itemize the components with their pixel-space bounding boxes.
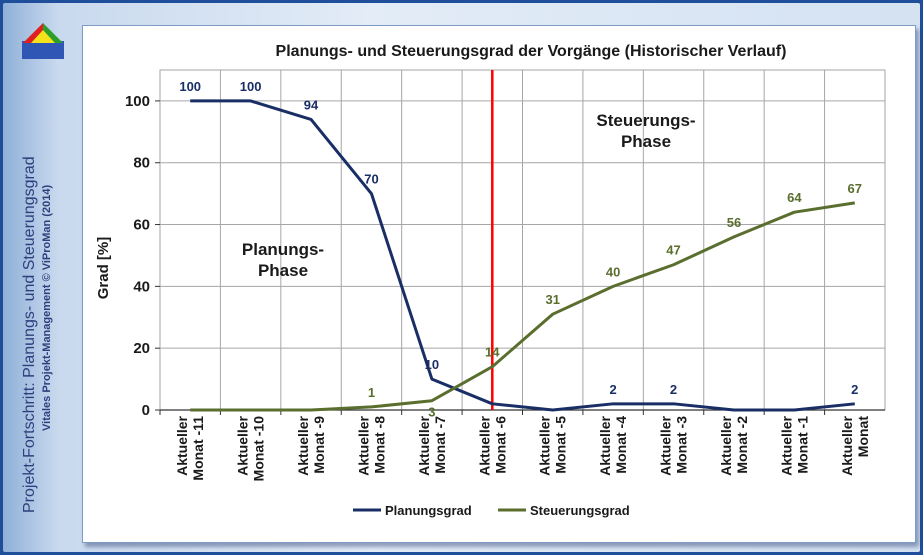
data-label-planungsgrad: 100 — [240, 79, 262, 94]
planungs-phase-label: Planungs-Phase — [242, 240, 324, 280]
data-label-steuerungsgrad: 31 — [545, 292, 559, 307]
chart-panel: Planungs- und Steuerungsgrad der Vorgäng… — [82, 25, 916, 543]
y-axis-label: Grad [%] — [95, 237, 112, 300]
x-tick-label: AktuellerMonat -6 — [476, 415, 508, 475]
x-tick-label: AktuellerMonat -11 — [174, 415, 206, 480]
x-tick-label: AktuellerMonat -7 — [416, 415, 448, 475]
legend: Planungsgrad Steuerungsgrad — [353, 503, 630, 518]
x-tick-label: AktuellerMonat -10 — [235, 415, 267, 481]
y-tick-label: 60 — [133, 217, 150, 234]
data-label-planungsgrad: 10 — [425, 357, 439, 372]
data-label-steuerungsgrad: 56 — [727, 215, 741, 230]
steuerungs-phase-label: Steuerungs-Phase — [596, 111, 695, 151]
data-label-steuerungsgrad: 67 — [848, 181, 862, 196]
x-tick-label: AktuellerMonat -9 — [295, 415, 327, 475]
series — [190, 99, 856, 412]
data-label-planungsgrad: 70 — [364, 172, 378, 187]
x-tick-label: AktuellerMonat -5 — [537, 415, 569, 475]
data-label-steuerungsgrad: 3 — [428, 405, 435, 420]
phase-annotations: Planungs-Phase Steuerungs-Phase — [242, 70, 696, 410]
data-label-steuerungsgrad: 1 — [368, 385, 375, 400]
data-labels: 100 100 94 70 10 2 2 2 1 3 14 31 40 47 56 64 67 — [179, 79, 862, 420]
series-line-steuerungsgrad — [190, 201, 856, 412]
legend-label: Planungsgrad — [385, 503, 472, 518]
data-label-planungsgrad: 94 — [304, 97, 319, 112]
series-line-planungsgrad — [190, 99, 855, 412]
x-tick-label: AktuellerMonat — [839, 415, 871, 475]
x-tick-label: AktuellerMonat -3 — [658, 415, 690, 475]
x-tick-label: AktuellerMonat -8 — [355, 415, 387, 475]
y-tick-label: 20 — [133, 340, 150, 357]
data-label-planungsgrad: 2 — [851, 382, 858, 397]
data-label-steuerungsgrad: 40 — [606, 264, 620, 279]
y-tick-label: 80 — [133, 155, 150, 172]
y-tick-label: 100 — [125, 93, 150, 110]
side-title: Projekt-Fortschritt: Planungs- und Steue… — [21, 156, 38, 513]
x-tick-label: AktuellerMonat -1 — [778, 415, 810, 475]
line-chart: Planungs- und Steuerungsgrad der Vorgäng… — [95, 43, 886, 518]
data-label-planungsgrad: 100 — [179, 79, 201, 94]
data-label-steuerungsgrad: 64 — [787, 190, 802, 205]
data-label-steuerungsgrad: 47 — [666, 243, 680, 258]
x-tick-label: AktuellerMonat -2 — [718, 415, 750, 475]
window-frame: Projekt-Fortschritt: Planungs- und Steue… — [3, 3, 920, 552]
data-label-planungsgrad: 2 — [670, 382, 677, 397]
vipro-triangle-logo-icon — [22, 23, 64, 59]
data-label-planungsgrad: 2 — [610, 382, 617, 397]
x-tick-label: AktuellerMonat -4 — [597, 415, 629, 475]
y-tick-label: 0 — [142, 402, 150, 419]
legend-label: Steuerungsgrad — [530, 503, 630, 518]
chart-title: Planungs- und Steuerungsgrad der Vorgäng… — [276, 43, 787, 60]
data-label-steuerungsgrad: 14 — [485, 345, 500, 360]
y-tick-label: 40 — [133, 278, 150, 295]
side-copyright: Vitales Projekt-Management © ViProMan (2… — [41, 184, 53, 431]
